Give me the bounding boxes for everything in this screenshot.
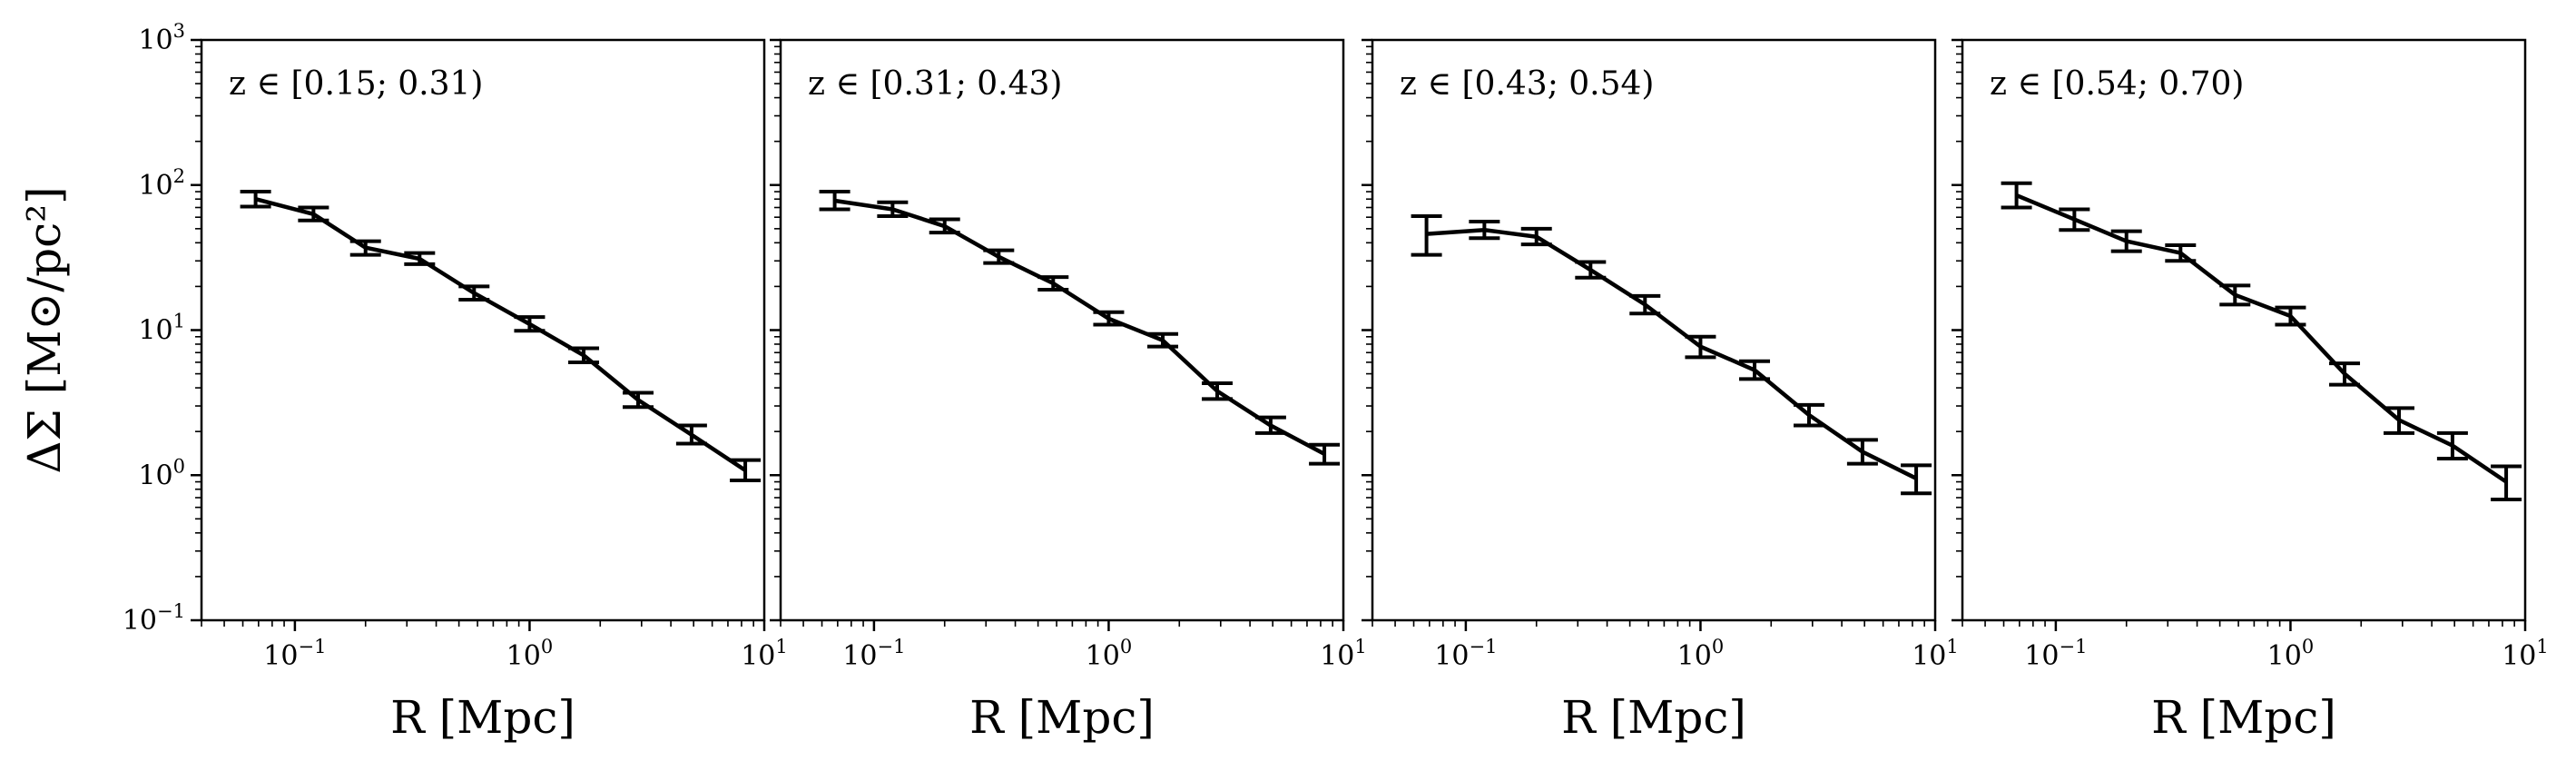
error-bar: [1846, 438, 1878, 466]
x-axis-label: R [Mpc]: [390, 691, 575, 744]
x-tick-label: 10−1: [263, 636, 326, 672]
x-tick-label: 10−1: [842, 636, 905, 672]
error-bar: [1575, 260, 1607, 280]
x-tick-label: 100: [506, 636, 554, 672]
plot-frame: [200, 38, 766, 622]
error-bar: [2059, 207, 2090, 232]
error-bar: [2001, 181, 2032, 210]
x-axis-label: R [Mpc]: [2151, 691, 2336, 744]
error-bar: [1629, 293, 1661, 316]
y-axis-label: ΔΣ [M⊙/pc²]: [18, 186, 71, 473]
plot-frame: [1371, 38, 1937, 622]
panel-3: 10−1 100 101 z ∈ [0.43; 0.54) R [Mpc]: [1362, 38, 1959, 744]
error-bar: [1309, 442, 1341, 466]
x-tick-label: 100: [1086, 636, 1133, 672]
plot-frame: [779, 38, 1345, 622]
x-tick-label: 100: [1677, 636, 1725, 672]
error-bar: [623, 390, 654, 410]
error-bar: [1202, 381, 1234, 401]
error-bar: [2436, 430, 2468, 461]
redshift-bin-annotation: z ∈ [0.31; 0.43): [808, 65, 1062, 103]
x-tick-label: 101: [2502, 636, 2549, 672]
redshift-bin-annotation: z ∈ [0.54; 0.70): [1990, 65, 2244, 103]
y-axis-label-group: ΔΣ [M⊙/pc²]: [18, 186, 71, 473]
x-tick-label: 10−1: [2024, 636, 2087, 672]
error-bar: [1794, 402, 1825, 428]
x-axis-label: R [Mpc]: [969, 691, 1155, 744]
error-bar: [2165, 242, 2197, 263]
error-bar: [2491, 464, 2522, 502]
series-line: [255, 197, 747, 472]
plot-frame: [1961, 38, 2527, 622]
y-tick-label: 103: [138, 20, 185, 56]
error-bar: [2275, 305, 2306, 327]
series-line: [1426, 227, 1918, 480]
error-bar: [983, 248, 1015, 265]
x-tick-label: 101: [1912, 636, 1959, 672]
error-bar: [1739, 359, 1771, 381]
error-bar: [1037, 275, 1069, 292]
error-bar: [1520, 226, 1552, 247]
error-bar: [349, 239, 381, 257]
error-bar: [1254, 415, 1286, 435]
error-bar: [877, 200, 909, 219]
error-bar: [298, 205, 329, 222]
series-line: [834, 198, 1326, 456]
error-bar: [568, 346, 600, 364]
error-bar: [1685, 334, 1716, 360]
y-tick-label: 102: [138, 165, 185, 202]
error-bar: [1147, 331, 1179, 349]
error-bar: [819, 190, 850, 212]
y-tick-label: 10−1: [123, 600, 185, 637]
error-bar: [1901, 463, 1932, 496]
error-bar: [514, 315, 546, 333]
error-bar: [2110, 229, 2142, 253]
panel-2: 10−1 100 101 z ∈ [0.31; 0.43) R [Mpc]: [770, 38, 1367, 744]
error-bar: [240, 190, 271, 209]
error-bar: [1093, 310, 1125, 327]
panel-1: 10−1 100 101 10−1 100 101 102 103 z ∈ [0.15; 0.3…: [123, 20, 788, 744]
series-line: [2015, 193, 2508, 484]
x-axis-label: R [Mpc]: [1561, 691, 1746, 744]
error-bar: [1411, 214, 1442, 257]
error-bar: [675, 423, 707, 446]
y-tick-label: 100: [138, 455, 185, 491]
redshift-bin-annotation: z ∈ [0.43; 0.54): [1400, 65, 1654, 103]
error-bar: [929, 217, 960, 235]
x-tick-label: 101: [1320, 636, 1367, 672]
error-bar: [404, 251, 436, 266]
error-bar: [1469, 219, 1500, 241]
panels: 10−1 100 101 10−1 100 101 102 103 z ∈ [0.15; 0.3…: [123, 20, 2549, 744]
redshift-bin-annotation: z ∈ [0.15; 0.31): [229, 65, 483, 103]
error-bar: [2219, 283, 2251, 307]
y-tick-label: 101: [138, 311, 185, 347]
error-bar: [458, 284, 490, 302]
x-tick-label: 10−1: [1434, 636, 1497, 672]
error-bar: [2384, 406, 2415, 435]
x-tick-label: 101: [741, 636, 788, 672]
error-bar: [730, 458, 762, 483]
error-bar: [2329, 361, 2361, 387]
panel-4: 10−1 100 101 z ∈ [0.54; 0.70) R [Mpc]: [1952, 38, 2549, 744]
x-tick-label: 100: [2267, 636, 2315, 672]
